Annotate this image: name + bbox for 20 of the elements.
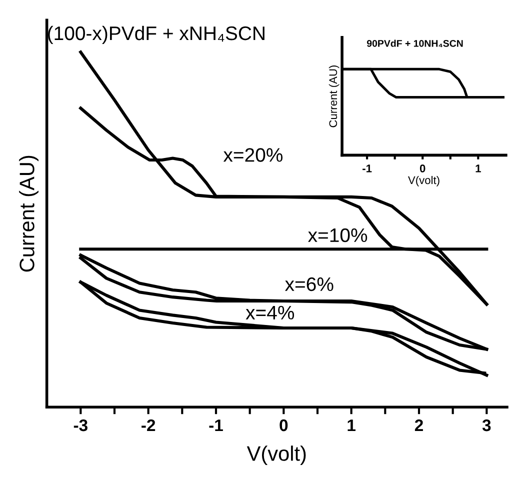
y-axis-title: Current (AU) [328,65,340,128]
series-label: x=10% [308,228,368,242]
series-label: x=4% [246,306,294,320]
chart-title: 90PVdF + 10NH₄SCN [366,40,463,48]
x-tick-label: 1 [476,164,481,172]
x-tick-label: 3 [482,419,491,432]
x-tick-label: -3 [74,419,88,432]
x-tick-label: 0 [280,419,288,432]
x-tick-label: -2 [142,419,156,432]
chart-title: (100-x)PVdF + xNH₄SCN [48,26,264,44]
x-axis-title: V(volt) [408,176,440,186]
series-label: x=6% [285,277,334,292]
y-axis-title: Current (AU) [19,156,38,272]
x-tick-label: -1 [362,164,372,172]
x-tick-label: 0 [420,164,426,172]
x-tick-label: 1 [348,420,356,432]
x-tick-label: -1 [209,420,223,432]
x-axis-title: V(volt) [246,446,306,466]
series-label: x=20% [223,148,283,162]
x-tick-label: 2 [414,419,423,432]
